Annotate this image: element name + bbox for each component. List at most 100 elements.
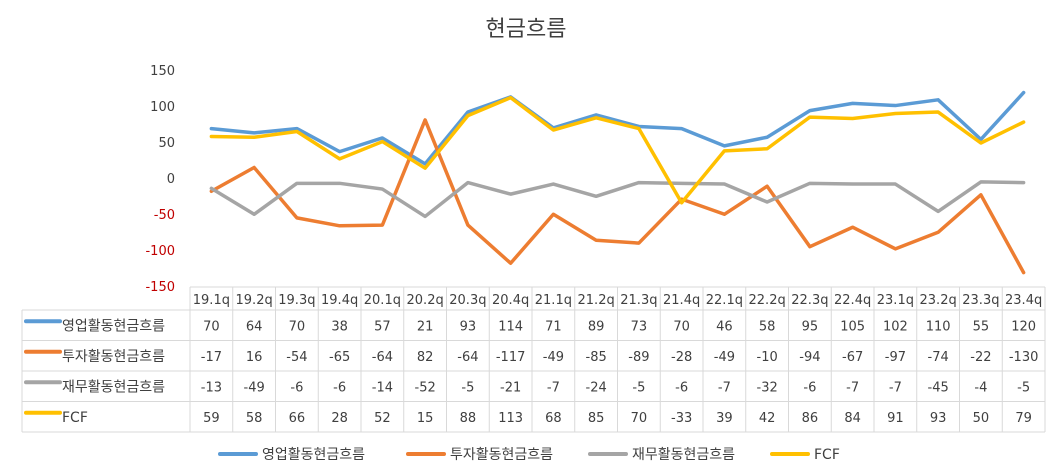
table-cell-value: 82 [417,350,434,365]
series-line [209,180,1026,219]
table-series-name: 투자활동현금흐름 [62,349,165,365]
x-tick-label: 21.2q [578,293,615,308]
table-cell-value: -85 [586,350,607,365]
table-cell-value: 70 [289,319,306,334]
table-cell-value: -64 [457,350,478,365]
table-cell-value: -130 [1009,350,1039,365]
table-cell-value: -5 [632,380,645,395]
table-cell-value: 86 [802,411,819,426]
table-cell-value: -94 [799,350,820,365]
table-series-name: 재무활동현금흐름 [62,379,165,395]
table-cell-value: -7 [846,380,859,395]
table-cell-value: -64 [372,350,393,365]
table-cell-value: 55 [973,319,990,334]
x-tick-label: 20.1q [364,293,401,308]
x-tick-label: 23.1q [877,293,914,308]
table-cell-value: 114 [498,319,523,334]
table-cell-value: 46 [716,319,733,334]
x-tick-label: 23.4q [1005,293,1042,308]
y-tick-label: -100 [145,244,175,259]
table-cell-value: 42 [759,411,776,426]
table-cell-value: -49 [714,350,735,365]
series-line [209,118,1026,275]
table-cell-value: -97 [885,350,906,365]
series-line [209,90,1026,166]
table-cell-value: 39 [716,411,733,426]
table-cell-value: 70 [631,411,648,426]
table-cell-value: 52 [374,411,391,426]
table-cell-value: 73 [631,319,648,334]
x-tick-label: 19.3q [278,293,315,308]
table-cell-value: 95 [802,319,819,334]
x-tick-label: 19.2q [236,293,273,308]
table-cell-value: 38 [331,319,348,334]
data-table: 영업활동현금흐름 70 64 70 38 57 21 93 114 71 89 73 70 46 58 95 1… [24,318,1039,426]
table-cell-value: -7 [718,380,731,395]
legend-label: 영업활동현금흐름 [262,447,365,463]
x-tick-label: 20.4q [492,293,529,308]
table-cell-value: -7 [889,380,902,395]
table-cell-value: -117 [496,350,526,365]
table-cell-value: -6 [333,380,346,395]
table-cell-value: 57 [374,319,391,334]
table-cell-value: -6 [675,380,688,395]
table-cell-value: 21 [417,319,434,334]
x-tick-label: 23.2q [920,293,957,308]
table-cell-value: 66 [289,411,306,426]
table-cell-value: -4 [974,380,987,395]
table-cell-value: -7 [547,380,560,395]
table-cell-value: 102 [883,319,908,334]
x-tick-label: 23.3q [962,293,999,308]
table-cell-value: 71 [545,319,562,334]
y-tick-label: 0 [167,172,175,187]
x-tick-label: 21.3q [620,293,657,308]
table-cell-value: 79 [1015,411,1032,426]
table-cell-value: -22 [970,350,991,365]
y-axis: 150 100 50 0 -50 -100 -150 [145,64,175,295]
table-cell-value: -74 [928,350,949,365]
table-cell-value: -45 [928,380,949,395]
table-cell-value: 58 [246,411,263,426]
table-cell-value: 89 [588,319,605,334]
table-cell-value: 58 [759,319,776,334]
legend: 영업활동현금흐름 투자활동현금흐름 재무활동현금흐름 FCF [218,447,840,463]
x-tick-label: 22.4q [834,293,871,308]
x-tick-label: 22.3q [791,293,828,308]
x-axis-category-labels: 19.1q 19.2q 19.3q 19.4q 20.1q 20.2q 20.3q 20.4q… [193,293,1042,308]
y-tick-label: -50 [154,208,175,223]
y-tick-label: 100 [150,100,175,115]
legend-label: 재무활동현금흐름 [632,447,735,463]
x-tick-label: 19.4q [321,293,358,308]
legend-label: FCF [814,447,840,463]
table-cell-value: 70 [203,319,220,334]
x-tick-label: 20.2q [407,293,444,308]
table-cell-value: -52 [415,380,436,395]
x-tick-label: 22.1q [706,293,743,308]
table-cell-value: -6 [803,380,816,395]
table-cell-value: -6 [290,380,303,395]
table-cell-value: 93 [930,411,947,426]
table-cell-value: -49 [244,380,265,395]
table-series-name: 영업활동현금흐름 [62,318,165,334]
table-cell-value: -24 [586,380,607,395]
table-cell-value: 91 [887,411,904,426]
data-table-grid [21,286,1046,433]
table-cell-value: 50 [973,411,990,426]
x-tick-label: 21.1q [535,293,572,308]
table-cell-value: -13 [201,380,222,395]
table-cell-value: -5 [461,380,474,395]
table-cell-value: 68 [545,411,562,426]
table-cell-value: -21 [500,380,521,395]
y-tick-label: 150 [150,64,175,79]
table-cell-value: 59 [203,411,220,426]
table-cell-value: 110 [926,319,951,334]
table-cell-value: 93 [460,319,477,334]
table-cell-value: 15 [417,411,434,426]
table-cell-value: 113 [498,411,523,426]
table-cell-value: -5 [1017,380,1030,395]
x-tick-label: 19.1q [193,293,230,308]
table-cell-value: -17 [201,350,222,365]
table-cell-value: 84 [844,411,861,426]
table-cell-value: -67 [842,350,863,365]
table-cell-value: -28 [671,350,692,365]
